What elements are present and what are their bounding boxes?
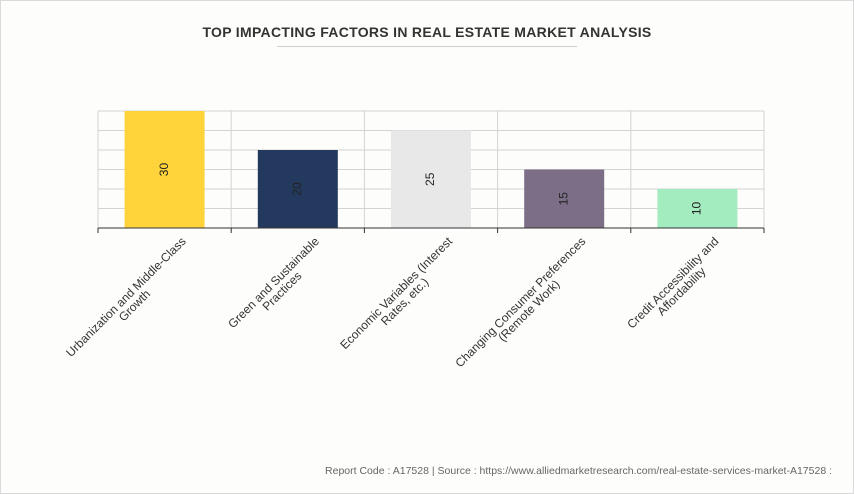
category-tick-label-line: Changing Consumer Preferences [452,234,588,370]
source-text: Source : https://www.alliedmarketresearc… [437,465,832,477]
footer-source: Report Code : A17528 | Source : https://… [325,465,832,477]
footer-separator: | [431,465,435,477]
data-label: 20 [290,182,304,196]
category-tick-label-line: Urbanization and Middle-Class [63,234,188,359]
category-tick-label: Economic Variables (InterestRates, etc.) [337,234,464,361]
chart-title: TOP IMPACTING FACTORS IN REAL ESTATE MAR… [202,24,652,40]
category-tick-label-line: Green and Sustainable [225,234,322,331]
title-underline [277,46,577,47]
bar [524,169,605,228]
bar [124,111,205,228]
bar [257,150,338,228]
category-tick-label: Urbanization and Middle-ClassGrowth [63,234,197,368]
data-label: 15 [556,192,570,206]
category-tick-label-line: Credit Accessibility and [624,234,721,331]
category-tick-label: Changing Consumer Preferences(Remote Wor… [452,234,596,378]
category-tick-label-line: Economic Variables (Interest [337,234,455,352]
data-label: 30 [157,163,171,177]
bar [657,189,738,228]
report-code: Report Code : A17528 [325,465,429,477]
category-tick-label: Green and SustainablePractices [225,234,330,339]
bar [391,130,471,228]
category-tick-label: Credit Accessibility andAffordability [624,234,730,340]
data-label: 25 [423,172,437,186]
data-label: 10 [690,202,704,216]
